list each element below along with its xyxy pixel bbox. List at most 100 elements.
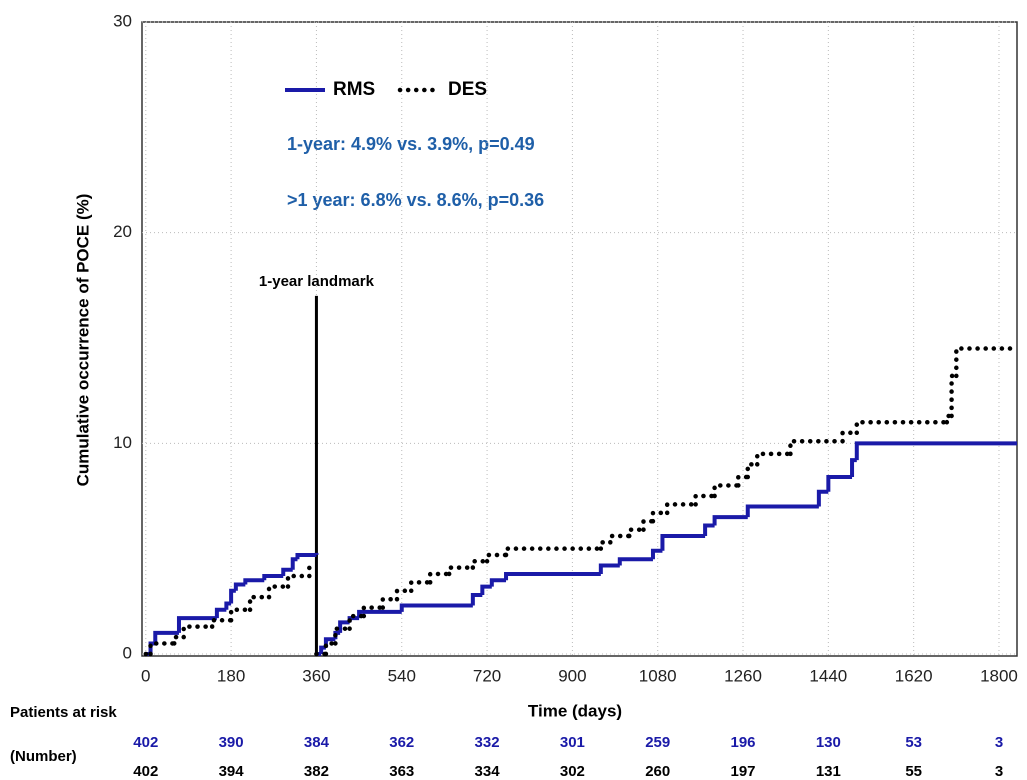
risk-count: 402 (133, 763, 158, 780)
step-line (650, 548, 663, 560)
risk-count: 332 (475, 734, 500, 751)
step-line (148, 641, 156, 654)
risk-count: 260 (645, 763, 670, 780)
risk-count: 197 (731, 763, 756, 780)
step-line (949, 373, 959, 419)
risk-count: 362 (389, 734, 414, 751)
plot-frame (141, 21, 1018, 657)
risk-count: 394 (219, 763, 245, 780)
x-tick-label: 1260 (724, 666, 762, 685)
step-line (228, 607, 253, 623)
step-line (788, 438, 845, 457)
step-line (148, 641, 177, 657)
step-line (307, 565, 319, 579)
step-line (660, 534, 706, 551)
step-line (480, 584, 492, 596)
step-line (608, 533, 632, 545)
step-line (745, 462, 760, 480)
risk-count: 384 (304, 734, 330, 751)
landmark-label: 1-year landmark (259, 273, 375, 290)
step-line (394, 588, 414, 602)
step-line (854, 441, 1017, 461)
step-line (712, 483, 741, 499)
risk-count: 130 (816, 734, 841, 751)
risk-count: 55 (905, 763, 922, 780)
y-tick-label: 10 (113, 433, 132, 452)
risk-count: 53 (905, 734, 922, 751)
risk-count: 131 (816, 763, 841, 780)
step-line (214, 607, 227, 619)
step-line (598, 563, 620, 574)
y-tick-label: 30 (113, 11, 132, 30)
x-tick-label: 180 (217, 666, 245, 685)
step-line (693, 493, 717, 507)
risk-table-subtitle: (Number) (10, 748, 77, 765)
step-line (826, 475, 853, 492)
risk-count: 3 (995, 763, 1003, 780)
x-tick-label: 900 (558, 666, 586, 685)
step-line (470, 559, 490, 570)
step-line (503, 546, 604, 558)
x-tick-label: 720 (473, 666, 501, 685)
step-line (816, 489, 829, 507)
risk-count: 302 (560, 763, 585, 780)
step-line (712, 515, 748, 526)
x-tick-label: 1080 (639, 666, 677, 685)
step-line (266, 584, 291, 600)
legend-label: RMS (333, 79, 375, 100)
risk-count: 3 (995, 734, 1003, 751)
step-line (850, 458, 857, 478)
x-tick-label: 1440 (809, 666, 847, 685)
risk-count: 259 (645, 734, 670, 751)
step-line (664, 502, 698, 516)
annotation: 1-year: 4.9% vs. 3.9%, p=0.49 (287, 134, 535, 154)
x-axis-label: Time (days) (528, 701, 622, 720)
step-line (954, 346, 1020, 379)
step-line (754, 451, 793, 467)
step-line (171, 634, 186, 646)
y-axis-label: Cumulative occurrence of POCE (%) (73, 194, 92, 487)
y-tick-label: 0 (123, 643, 132, 662)
risk-table-title: Patients at risk (10, 704, 117, 721)
risk-count: 382 (304, 763, 329, 780)
step-line (176, 616, 217, 633)
step-line (295, 552, 317, 560)
step-line (427, 571, 452, 585)
step-line (641, 519, 656, 532)
step-line (262, 574, 284, 581)
risk-count: 390 (219, 734, 244, 751)
annotation: >1 year: 6.8% vs. 8.6%, p=0.36 (287, 190, 544, 210)
step-line (627, 527, 646, 539)
risk-count: 301 (560, 734, 585, 751)
risk-count: 363 (389, 763, 414, 780)
step-line (243, 578, 265, 585)
step-line (347, 613, 367, 631)
step-line (224, 601, 232, 610)
legend-label: DES (448, 79, 487, 100)
step-line (617, 557, 653, 566)
x-tick-label: 1620 (895, 666, 933, 685)
step-line (489, 578, 507, 587)
step-line (209, 618, 234, 629)
step-line (504, 571, 601, 581)
step-line (745, 504, 819, 518)
step-line (333, 626, 352, 646)
step-line (470, 593, 483, 606)
step-line (229, 588, 236, 604)
step-line (446, 565, 476, 577)
step-line (408, 580, 433, 594)
x-tick-label: 360 (302, 666, 330, 685)
step-line (598, 540, 613, 551)
step-line (153, 630, 179, 644)
step-line (650, 510, 670, 524)
y-tick-label: 20 (113, 222, 132, 241)
x-tick-label: 1800 (980, 666, 1018, 685)
step-line (290, 557, 298, 570)
step-line (703, 523, 715, 537)
step-line (233, 582, 246, 591)
step-line (380, 596, 400, 610)
step-line (854, 420, 950, 436)
step-line (285, 573, 312, 589)
